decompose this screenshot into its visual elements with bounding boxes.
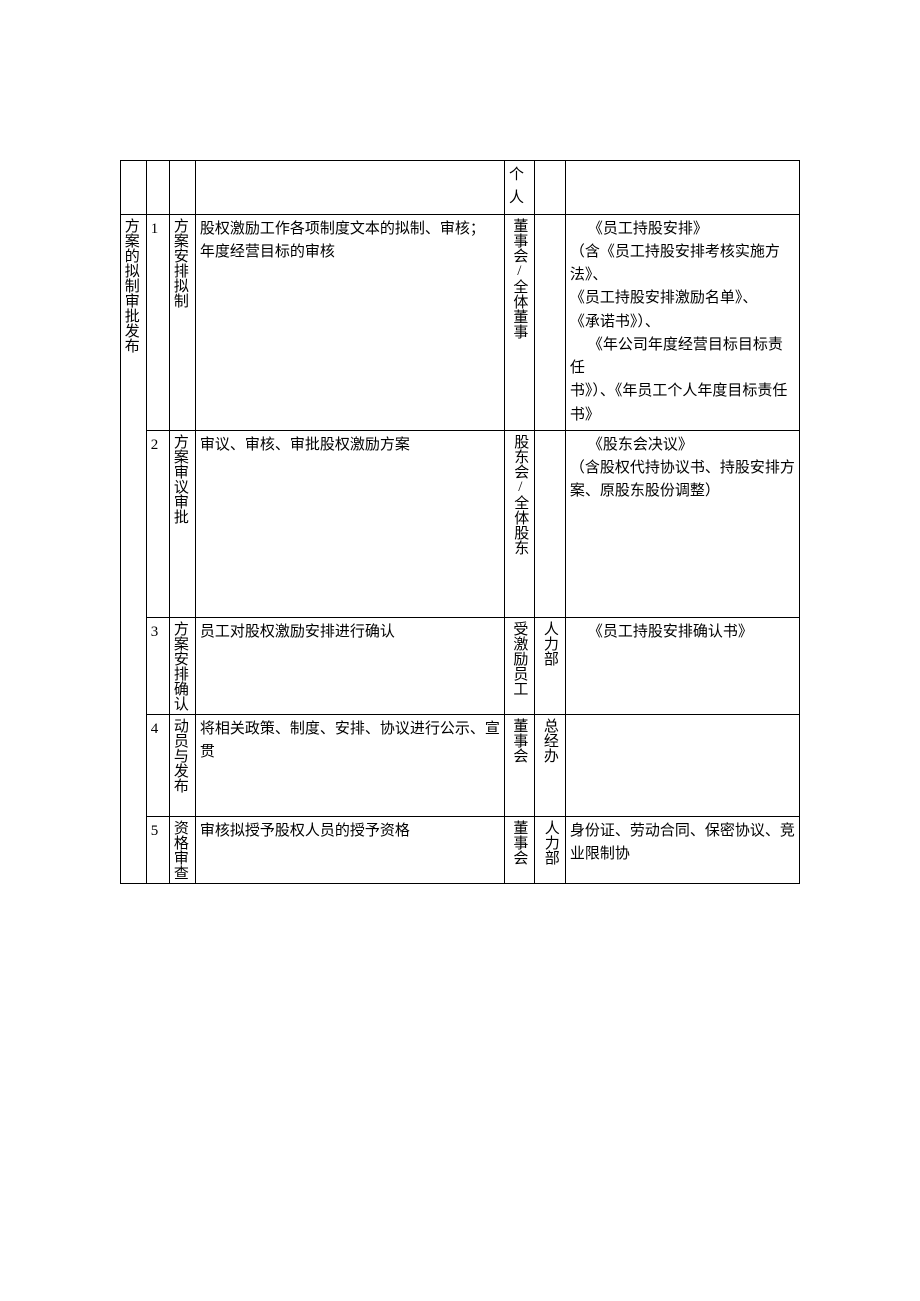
cell-assist: 人力部 [535,617,565,714]
cell-owner: 董事会/全体董事 [504,214,534,430]
step-label: 动员与发布 [168,718,191,793]
out-line: 《股东会决议》 [570,434,795,457]
assist-label: 人力部 [538,621,561,666]
desc-line: 将相关政策、制度、安排、协议进行公示、宣贯 [200,718,500,765]
table-row: 3 方案安排确认 员工对股权激励安排进行确认 受激励员工 人力部 《员工持股安排… [121,617,800,714]
desc-line: 股权激励工作各项制度文本的拟制、审核； [200,218,500,241]
owner-label: 董事会 [507,820,530,865]
cell-desc [195,161,504,215]
spacer [570,504,795,614]
cell-desc: 审核拟授予股权人员的授予资格 [195,816,504,883]
cell-assist: 总经办 [535,714,565,816]
table-row: 5 资格审查 审核拟授予股权人员的授予资格 董事会 人力部 身份证、劳动合同、保… [121,816,800,883]
cell-desc: 审议、审核、审批股权激励方案 [195,430,504,617]
cell-output: 《员工持股安排》 （含《员工持股安排考核实施方法》、 《员工持股安排激励名单》、… [565,214,799,430]
phase-label: 方案的拟制审批发布 [119,218,142,353]
cell-owner: 董事会 [504,816,534,883]
assist-label: 人力部 [538,820,561,865]
out-line: （含《员工持股安排考核实施方法》、 [570,241,795,288]
cell-assist: 人力部 [535,816,565,883]
cell-owner: 董事会 [504,714,534,816]
table-row: 方案的拟制审批发布 1 方案安排拟制 股权激励工作各项制度文本的拟制、审核； 年… [121,214,800,430]
desc-line: 员工对股权激励安排进行确认 [200,621,500,644]
cell-output [565,161,799,215]
cell-output: 身份证、劳动合同、保密协议、竞业限制协 [565,816,799,883]
step-label: 方案审议审批 [168,434,191,524]
out-line: 《员工持股安排激励名单》、 [570,287,795,310]
desc-line: 年度经营目标的审核 [200,241,500,264]
step-label: 资格审查 [168,820,191,880]
cell-step: 动员与发布 [170,714,196,816]
cell-owner: 个人 [504,161,534,215]
assist-label: 总经办 [538,718,561,763]
process-table: 个人 方案的拟制审批发布 1 方案安排拟制 股权激励工作各项制度文本的拟制、审核… [120,160,800,884]
owner-label: 股东会/全体股东 [508,434,531,555]
table-row: 2 方案审议审批 审议、审核、审批股权激励方案 股东会/全体股东 《股东会决议》… [121,430,800,617]
out-line: 《员工持股安排》 [570,218,795,241]
step-label: 方案安排拟制 [168,218,191,308]
cell-output: 《股东会决议》 （含股权代持协议书、持股安排方案、原股东股份调整） [565,430,799,617]
spacer [570,718,795,813]
desc-line: 审议、审核、审批股权激励方案 [200,434,500,457]
owner-label: 受激励员工 [507,621,530,696]
cell-no: 4 [146,714,169,816]
out-line: （含股权代持协议书、持股安排方案、原股东股份调整） [570,457,795,504]
cell-assist [535,430,565,617]
cell-no: 2 [146,430,169,617]
owner-label: 董事会/全体董事 [507,218,530,339]
cell-step: 资格审查 [170,816,196,883]
cell-no: 3 [146,617,169,714]
cell-desc: 将相关政策、制度、安排、协议进行公示、宣贯 [195,714,504,816]
out-line: 《承诺书》）、 [570,311,795,334]
out-line: 身份证、劳动合同、保密协议、竞业限制协 [570,820,795,867]
cell-step [170,161,196,215]
cell-no: 5 [146,816,169,883]
cell-output [565,714,799,816]
cell-assist [535,161,565,215]
spacer [570,644,795,704]
cell-owner: 受激励员工 [504,617,534,714]
document-page: 个人 方案的拟制审批发布 1 方案安排拟制 股权激励工作各项制度文本的拟制、审核… [0,0,920,1301]
cell-no [146,161,169,215]
cell-desc: 员工对股权激励安排进行确认 [195,617,504,714]
cell-phase [121,161,147,215]
table-row: 4 动员与发布 将相关政策、制度、安排、协议进行公示、宣贯 董事会 总经办 [121,714,800,816]
out-line: 书》）、《年员工个人年度目标责任书》 [570,380,795,427]
cell-output: 《员工持股安排确认书》 [565,617,799,714]
owner-label: 董事会 [507,718,530,763]
table-row: 个人 [121,161,800,215]
cell-phase: 方案的拟制审批发布 [121,214,147,883]
step-label: 方案安排确认 [168,621,191,711]
desc-line: 审核拟授予股权人员的授予资格 [200,820,500,843]
cell-step: 方案安排确认 [170,617,196,714]
cell-assist [535,214,565,430]
cell-owner: 股东会/全体股东 [504,430,534,617]
out-line: 《员工持股安排确认书》 [570,621,795,644]
cell-step: 方案安排拟制 [170,214,196,430]
cell-desc: 股权激励工作各项制度文本的拟制、审核； 年度经营目标的审核 [195,214,504,430]
cell-step: 方案审议审批 [170,430,196,617]
cell-no: 1 [146,214,169,430]
out-line: 《年公司年度经营目标目标责任 [570,334,795,381]
